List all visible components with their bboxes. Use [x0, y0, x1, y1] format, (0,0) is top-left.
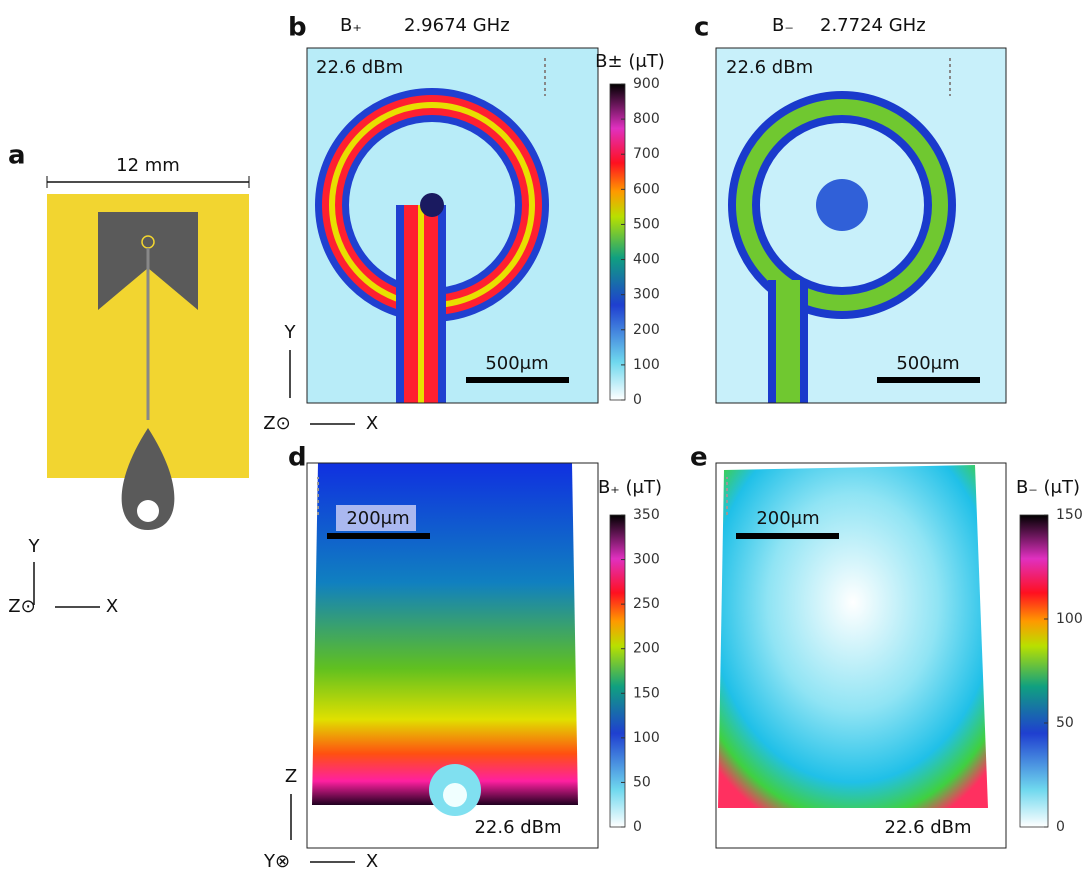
frame	[715, 462, 1007, 849]
tick-label: 0	[1056, 819, 1065, 835]
field-label: B₊	[340, 15, 362, 36]
heatmap	[776, 280, 800, 403]
power: 22.6 dBm	[474, 817, 561, 838]
panel-c: c B₋ 2.7724 GHz 22.6 dBm 500μm	[694, 13, 1007, 404]
heatmap	[418, 205, 424, 403]
tick-label: 150	[1056, 507, 1083, 523]
scale-bar	[877, 377, 980, 383]
tick-label: 150	[633, 685, 660, 701]
power: 22.6 dBm	[884, 817, 971, 838]
colorbar	[609, 83, 626, 401]
axis-z: Z⊙	[8, 596, 35, 617]
tick-label: 0	[633, 392, 642, 408]
tick-label: 500	[633, 216, 660, 232]
panel-letter: a	[8, 141, 26, 171]
frequency: 2.7724 GHz	[820, 15, 926, 36]
hole	[180, 541, 202, 563]
tick-label: 600	[633, 181, 660, 197]
colorbar	[609, 514, 626, 828]
field-label: B₋	[772, 15, 794, 36]
axis-x: X	[106, 596, 118, 617]
scale-label: 500μm	[485, 353, 548, 374]
scale-label: 200μm	[346, 508, 409, 529]
loop	[121, 428, 175, 530]
panel-letter: d	[288, 443, 307, 473]
tick-label: 300	[633, 552, 660, 568]
hole	[94, 541, 116, 563]
hole	[180, 486, 202, 508]
axis-z: Z	[285, 766, 297, 787]
panel-letter: c	[694, 13, 709, 43]
power: 22.6 dBm	[316, 57, 403, 78]
tick-label: 200	[633, 322, 660, 338]
panel-letter: b	[288, 13, 307, 43]
scale-bar	[466, 377, 569, 383]
frame	[715, 47, 1007, 404]
tick-label: 100	[633, 730, 660, 746]
tick-label: 100	[1056, 611, 1083, 627]
hole	[137, 500, 159, 522]
heatmap	[736, 99, 948, 311]
heatmap	[443, 783, 467, 807]
tick-label: 900	[633, 76, 660, 92]
heatmap	[718, 465, 988, 808]
panel-d: d 200μm 22.6 dBm Z Y⊗ X	[263, 443, 599, 872]
frequency: 2.9674 GHz	[404, 15, 510, 36]
scale-bar	[327, 533, 430, 539]
scale-label: 12 mm	[116, 155, 180, 176]
panel-b: b B₊ 2.9674 GHz 22.6 dBm 500μm Y Z⊙ X	[263, 13, 599, 434]
tick-label: 50	[633, 774, 651, 790]
power: 22.6 dBm	[726, 57, 813, 78]
frame	[306, 47, 599, 404]
tick-label: 800	[633, 111, 660, 127]
tick-label: 200	[633, 641, 660, 657]
tick-label: 700	[633, 146, 660, 162]
colorbar	[1019, 514, 1049, 828]
frame	[306, 462, 599, 849]
panel-a: a 12 mm Y Z⊙ X	[8, 141, 250, 617]
tick-label: 300	[633, 287, 660, 303]
scale-label: 200μm	[756, 508, 819, 529]
hole	[94, 486, 116, 508]
axis-z: Z⊙	[263, 413, 290, 434]
tick-label: 100	[633, 357, 660, 373]
tick-label: 250	[633, 596, 660, 612]
colorbar-label: B₋ (μT)	[1016, 477, 1080, 498]
panel-letter: e	[690, 443, 708, 473]
scale-bar	[736, 533, 839, 539]
heatmap	[312, 463, 578, 805]
axis-x: X	[366, 851, 378, 872]
heatmap	[420, 193, 444, 217]
axis-y: Y	[28, 536, 41, 557]
colorbar-label: B₊ (μT)	[598, 477, 662, 498]
tick-label: 350	[633, 507, 660, 523]
axis-y: Y⊗	[263, 851, 290, 872]
tick-label: 400	[633, 252, 660, 268]
colorbar-label: B± (μT)	[595, 51, 665, 72]
tick-label: 0	[633, 819, 642, 835]
scale-label: 500μm	[896, 353, 959, 374]
tick-label: 50	[1056, 715, 1074, 731]
panel-e: e 200μm 22.6 dBm	[690, 443, 1007, 849]
axis-y: Y	[284, 322, 297, 343]
heatmap	[816, 179, 868, 231]
label-background	[336, 505, 416, 531]
axis-x: X	[366, 413, 378, 434]
